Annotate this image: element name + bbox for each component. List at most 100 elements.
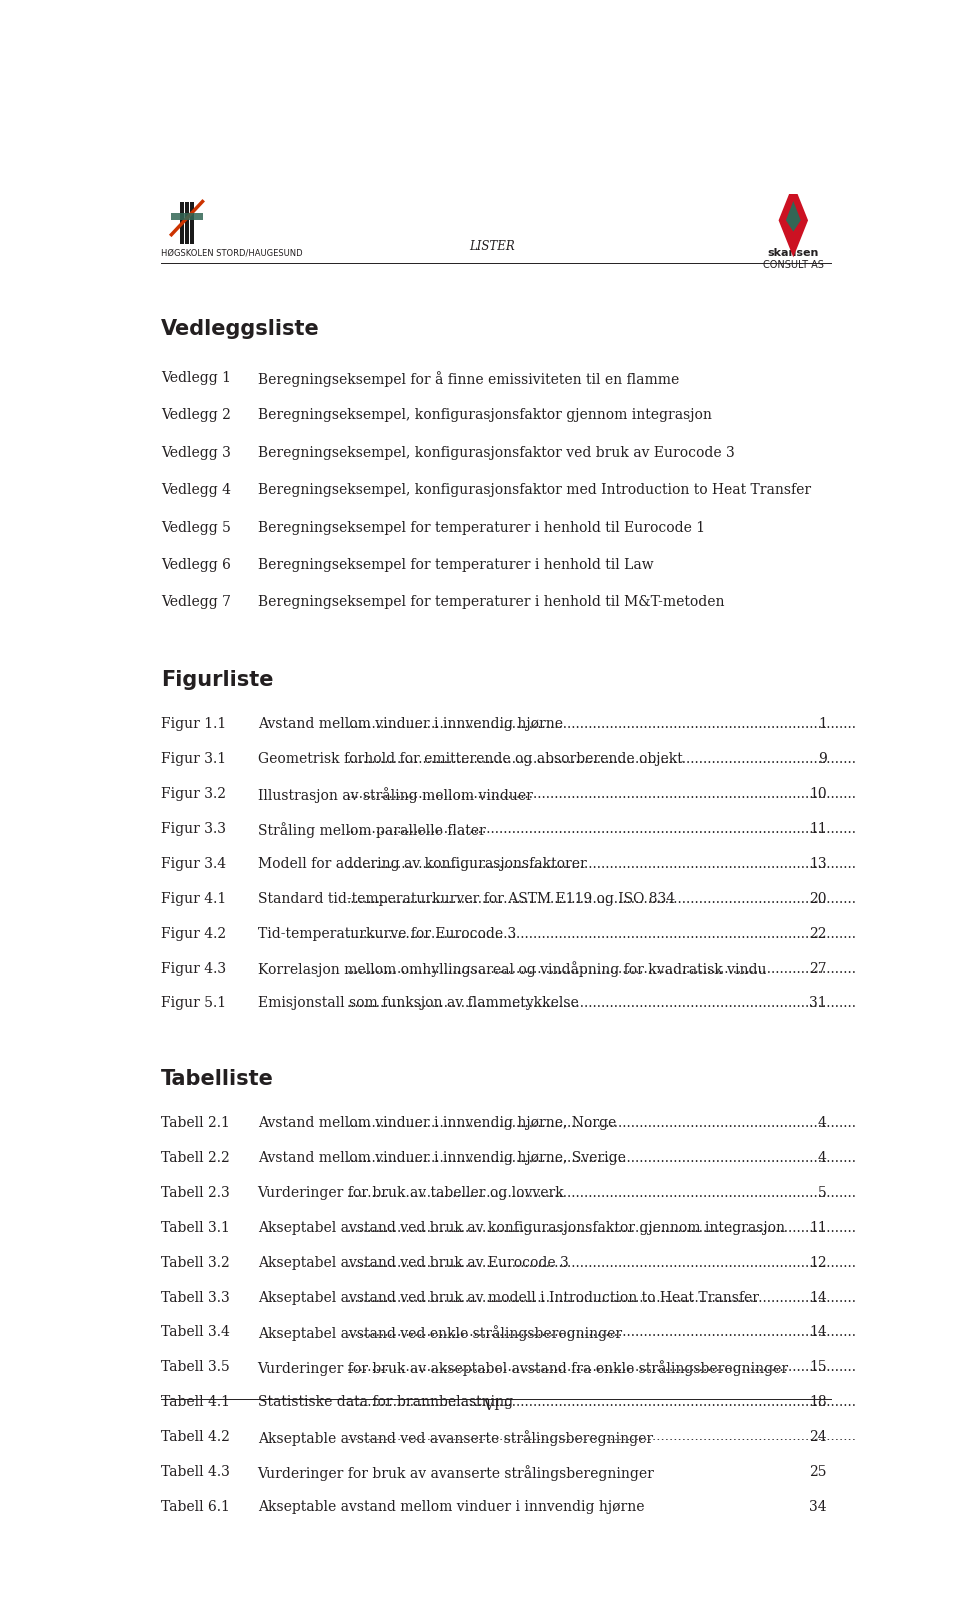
Text: 25: 25 bbox=[809, 1464, 827, 1479]
Text: Akseptabel avstand ved enkle strålingsberegninger: Akseptabel avstand ved enkle strålingsbe… bbox=[257, 1325, 622, 1341]
Text: 11: 11 bbox=[809, 1220, 827, 1235]
Text: ................................................................................: ........................................… bbox=[347, 892, 856, 906]
Text: Akseptabel avstand ved bruk av Eurocode 3: Akseptabel avstand ved bruk av Eurocode … bbox=[257, 1256, 568, 1270]
Text: HØGSKOLEN STORD/HAUGESUND: HØGSKOLEN STORD/HAUGESUND bbox=[161, 249, 302, 257]
Text: Tabell 2.1: Tabell 2.1 bbox=[161, 1116, 229, 1129]
Text: Tabell 2.3: Tabell 2.3 bbox=[161, 1186, 229, 1201]
Text: Tabell 3.1: Tabell 3.1 bbox=[161, 1220, 229, 1235]
Text: Akseptabel avstand ved bruk av modell i Introduction to Heat Transfer: Akseptabel avstand ved bruk av modell i … bbox=[257, 1291, 758, 1304]
Text: Vurderinger for bruk av tabeller og lovverk: Vurderinger for bruk av tabeller og lovv… bbox=[257, 1186, 564, 1201]
Text: Figur 5.1: Figur 5.1 bbox=[161, 997, 226, 1011]
Text: ................................................................................: ........................................… bbox=[347, 1464, 856, 1479]
Text: 15: 15 bbox=[809, 1361, 827, 1374]
Text: Figur 4.1: Figur 4.1 bbox=[161, 892, 227, 906]
Text: Figur 3.1: Figur 3.1 bbox=[161, 752, 226, 767]
Polygon shape bbox=[779, 183, 808, 257]
Text: 20: 20 bbox=[809, 892, 827, 906]
Text: Stråling mellom parallelle flater: Stråling mellom parallelle flater bbox=[257, 822, 486, 838]
Text: 4: 4 bbox=[818, 1150, 827, 1165]
Text: 5: 5 bbox=[818, 1186, 827, 1201]
Text: 34: 34 bbox=[809, 1500, 827, 1514]
Text: Akseptabel avstand ved bruk av konfigurasjonsfaktor gjennom integrasjon: Akseptabel avstand ved bruk av konfigura… bbox=[257, 1220, 784, 1235]
Text: ................................................................................: ........................................… bbox=[347, 752, 856, 767]
Text: Tabell 4.3: Tabell 4.3 bbox=[161, 1464, 229, 1479]
Text: 12: 12 bbox=[809, 1256, 827, 1270]
Text: Figur 3.2: Figur 3.2 bbox=[161, 788, 226, 801]
Text: ................................................................................: ........................................… bbox=[347, 1430, 856, 1443]
Text: Korrelasjon mellom omhyllingsareal og vindåpning for kvadratisk vindu: Korrelasjon mellom omhyllingsareal og vi… bbox=[257, 961, 766, 977]
Text: Tid-temperaturkurve for Eurocode 3: Tid-temperaturkurve for Eurocode 3 bbox=[257, 927, 516, 940]
Text: Vedlegg 5: Vedlegg 5 bbox=[161, 521, 230, 534]
Text: Illustrasjon av stråling mellom vinduer: Illustrasjon av stråling mellom vinduer bbox=[257, 788, 533, 803]
Text: Tabell 3.4: Tabell 3.4 bbox=[161, 1325, 229, 1340]
Text: 13: 13 bbox=[809, 858, 827, 870]
Text: ................................................................................: ........................................… bbox=[347, 1395, 856, 1409]
FancyBboxPatch shape bbox=[185, 202, 189, 244]
Text: skansen: skansen bbox=[768, 248, 819, 257]
Text: Tabell 6.1: Tabell 6.1 bbox=[161, 1500, 229, 1514]
FancyBboxPatch shape bbox=[180, 202, 183, 244]
Text: 10: 10 bbox=[809, 788, 827, 801]
Text: Beregningseksempel for temperaturer i henhold til Eurocode 1: Beregningseksempel for temperaturer i he… bbox=[257, 521, 705, 534]
Text: 14: 14 bbox=[809, 1291, 827, 1304]
Text: 27: 27 bbox=[809, 961, 827, 976]
Text: Vedleggsliste: Vedleggsliste bbox=[161, 319, 320, 338]
Text: Akseptable avstand mellom vinduer i innvendig hjørne: Akseptable avstand mellom vinduer i innv… bbox=[257, 1500, 644, 1514]
Text: Avstand mellom vinduer i innvendig hjørne, Norge: Avstand mellom vinduer i innvendig hjørn… bbox=[257, 1116, 616, 1129]
Text: Figur 3.4: Figur 3.4 bbox=[161, 858, 226, 870]
Text: Modell for addering av konfigurasjonsfaktorer: Modell for addering av konfigurasjonsfak… bbox=[257, 858, 587, 870]
Text: Avstand mellom vinduer i innvendig hjørne, Sverige: Avstand mellom vinduer i innvendig hjørn… bbox=[257, 1150, 626, 1165]
Text: LISTER: LISTER bbox=[469, 239, 515, 252]
Text: 22: 22 bbox=[809, 927, 827, 940]
Text: ................................................................................: ........................................… bbox=[347, 1116, 856, 1129]
Text: ................................................................................: ........................................… bbox=[347, 717, 856, 731]
FancyBboxPatch shape bbox=[190, 202, 194, 244]
Text: ................................................................................: ........................................… bbox=[347, 961, 856, 976]
Text: Vedlegg 3: Vedlegg 3 bbox=[161, 447, 230, 460]
Text: ................................................................................: ........................................… bbox=[347, 997, 856, 1011]
Text: Tabell 2.2: Tabell 2.2 bbox=[161, 1150, 229, 1165]
Text: Beregningseksempel, konfigurasjonsfaktor med Introduction to Heat Transfer: Beregningseksempel, konfigurasjonsfaktor… bbox=[257, 484, 811, 497]
Text: ................................................................................: ........................................… bbox=[347, 1150, 856, 1165]
Text: Beregningseksempel, konfigurasjonsfaktor gjennom integrasjon: Beregningseksempel, konfigurasjonsfaktor… bbox=[257, 408, 711, 422]
Text: Vedlegg 2: Vedlegg 2 bbox=[161, 408, 230, 422]
Text: Vedlegg 7: Vedlegg 7 bbox=[161, 595, 231, 610]
Text: 31: 31 bbox=[809, 997, 827, 1011]
Text: Vedlegg 4: Vedlegg 4 bbox=[161, 484, 231, 497]
Text: Geometrisk forhold for emitterende og absorberende objekt: Geometrisk forhold for emitterende og ab… bbox=[257, 752, 683, 767]
Text: Figur 4.3: Figur 4.3 bbox=[161, 961, 226, 976]
Polygon shape bbox=[786, 201, 801, 231]
Text: Beregningseksempel for temperaturer i henhold til Law: Beregningseksempel for temperaturer i he… bbox=[257, 558, 653, 571]
Text: 1: 1 bbox=[818, 717, 827, 731]
Text: ................................................................................: ........................................… bbox=[347, 1186, 856, 1201]
Text: Akseptable avstand ved avanserte strålingsberegninger: Akseptable avstand ved avanserte strålin… bbox=[257, 1430, 653, 1446]
Text: Tabelliste: Tabelliste bbox=[161, 1069, 274, 1089]
Text: ................................................................................: ........................................… bbox=[347, 1291, 856, 1304]
Text: ................................................................................: ........................................… bbox=[347, 1325, 856, 1340]
Text: 14: 14 bbox=[809, 1325, 827, 1340]
Text: Figur 3.3: Figur 3.3 bbox=[161, 822, 226, 837]
Text: ................................................................................: ........................................… bbox=[347, 788, 856, 801]
Text: ................................................................................: ........................................… bbox=[347, 1500, 856, 1514]
Text: ................................................................................: ........................................… bbox=[347, 1361, 856, 1374]
Text: Vedlegg 1: Vedlegg 1 bbox=[161, 371, 231, 385]
Text: Standard tid-temperaturkurver for ASTM E119 og ISO 834: Standard tid-temperaturkurver for ASTM E… bbox=[257, 892, 675, 906]
Text: 24: 24 bbox=[809, 1430, 827, 1443]
Text: Figur 4.2: Figur 4.2 bbox=[161, 927, 226, 940]
Text: Vurderinger for bruk av avanserte strålingsberegninger: Vurderinger for bruk av avanserte stråli… bbox=[257, 1464, 655, 1480]
Text: 18: 18 bbox=[809, 1395, 827, 1409]
Text: Beregningseksempel for å finne emissiviteten til en flamme: Beregningseksempel for å finne emissivit… bbox=[257, 371, 679, 387]
Text: Figurliste: Figurliste bbox=[161, 670, 274, 691]
Text: Vedlegg 6: Vedlegg 6 bbox=[161, 558, 230, 571]
Text: Tabell 3.5: Tabell 3.5 bbox=[161, 1361, 229, 1374]
Text: ................................................................................: ........................................… bbox=[347, 1256, 856, 1270]
Text: Vurderinger for bruk av akseptabel avstand fra enkle strålingsberegninger: Vurderinger for bruk av akseptabel avsta… bbox=[257, 1361, 789, 1377]
Text: 9: 9 bbox=[818, 752, 827, 767]
FancyBboxPatch shape bbox=[172, 214, 203, 220]
Text: Tabell 3.3: Tabell 3.3 bbox=[161, 1291, 229, 1304]
Text: Tabell 4.2: Tabell 4.2 bbox=[161, 1430, 229, 1443]
Text: CONSULT AS: CONSULT AS bbox=[763, 260, 824, 270]
Text: ................................................................................: ........................................… bbox=[347, 822, 856, 837]
Text: Tabell 4.1: Tabell 4.1 bbox=[161, 1395, 230, 1409]
Text: Emisjonstall som funksjon av flammetykkelse: Emisjonstall som funksjon av flammetykke… bbox=[257, 997, 578, 1011]
